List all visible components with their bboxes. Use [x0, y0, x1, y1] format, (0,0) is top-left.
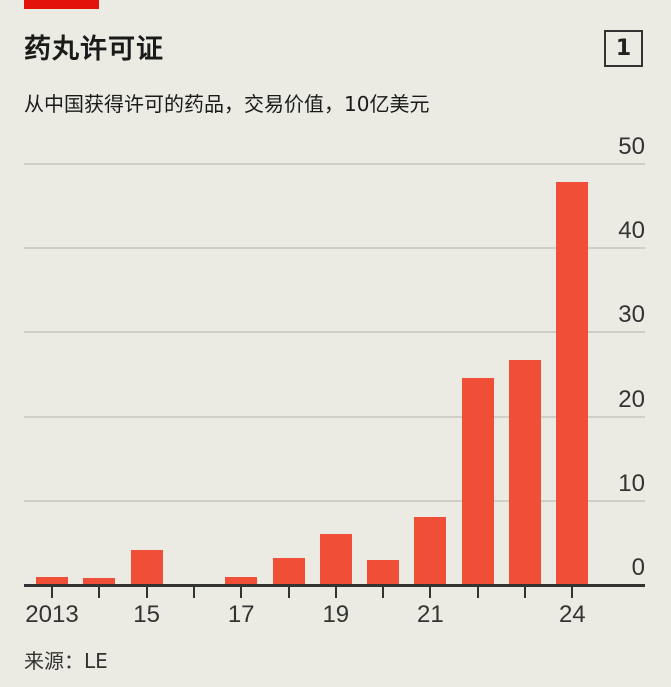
bar-2015 — [130, 549, 163, 585]
gridline — [24, 499, 645, 502]
bar-2017 — [225, 576, 258, 585]
chart-subtitle: 从中国获得许可的药品，交易价值，10亿美元 — [24, 92, 430, 116]
gridline — [24, 331, 645, 334]
gridline — [24, 247, 645, 250]
x-axis-tick — [476, 587, 479, 598]
bar-2019 — [319, 534, 352, 585]
bar-2021 — [414, 516, 447, 585]
y-axis-label: 50 — [618, 133, 645, 160]
bar-2024 — [556, 181, 589, 585]
y-axis-label: 40 — [618, 217, 645, 245]
x-axis-tick — [240, 587, 243, 598]
gridline — [24, 415, 645, 418]
x-axis-tick — [98, 587, 101, 598]
y-axis-label: 30 — [618, 301, 645, 329]
x-axis-tick — [192, 587, 195, 598]
x-axis-tick — [145, 587, 148, 598]
bar-2023 — [509, 360, 541, 585]
x-axis-tick — [382, 587, 385, 598]
x-axis-tick — [429, 587, 432, 598]
x-axis-label: 2013 — [25, 601, 79, 628]
y-axis-label: 10 — [618, 469, 645, 497]
x-axis-label: 17 — [227, 601, 255, 628]
source-note: 来源：LE — [24, 649, 108, 673]
bar-2014 — [83, 578, 116, 585]
bar-2020 — [367, 559, 400, 585]
x-axis-label: 19 — [322, 601, 350, 628]
bar-2022 — [461, 377, 494, 585]
x-axis-label: 15 — [133, 601, 160, 628]
x-axis-tick — [287, 587, 290, 598]
y-axis-label: 0 — [631, 554, 645, 581]
x-axis-tick — [571, 587, 574, 598]
x-axis-tick — [524, 587, 526, 598]
bar-2013 — [36, 576, 68, 585]
chart-title: 药丸许可证 — [24, 34, 164, 65]
gridline — [24, 163, 645, 165]
figure-number-badge: 1 — [604, 30, 643, 67]
x-axis-label: 21 — [417, 601, 444, 628]
accent-bar — [24, 0, 99, 9]
bar-2018 — [272, 558, 305, 585]
y-axis-label: 20 — [618, 385, 645, 413]
x-axis-label: 24 — [558, 601, 586, 628]
x-axis-tick — [334, 587, 337, 598]
x-axis-line — [24, 584, 645, 587]
x-axis-tick — [51, 587, 53, 598]
